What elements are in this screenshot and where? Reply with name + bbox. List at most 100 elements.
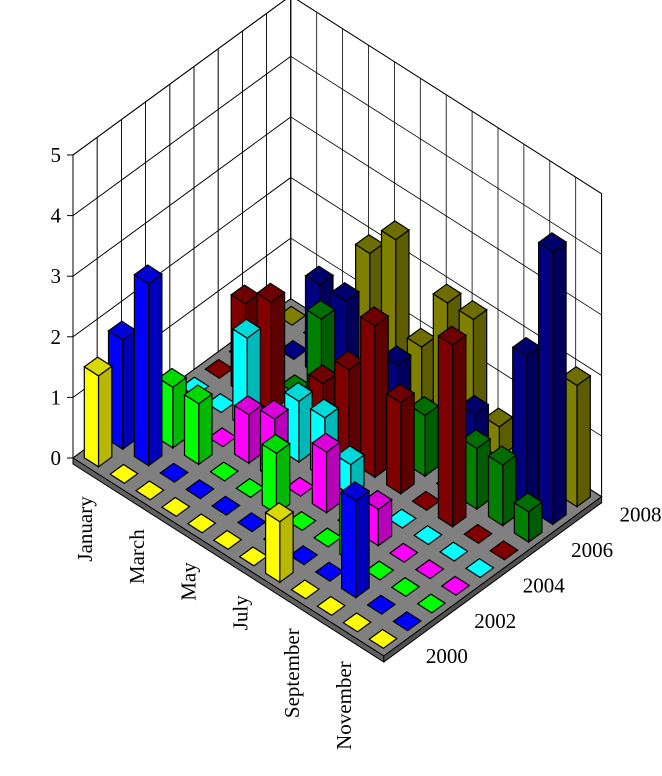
bar-top — [306, 299, 336, 320]
bar-november-2005 — [463, 523, 493, 545]
bar-november-2000 — [342, 612, 372, 633]
bar-tile — [416, 593, 447, 614]
year-tick-label: 2006 — [571, 538, 613, 562]
bar-front — [183, 393, 200, 466]
bar-top — [261, 433, 291, 455]
bar-top — [561, 365, 592, 387]
bar-april-2001 — [185, 479, 215, 500]
grid-line — [296, 0, 602, 195]
bar-october-2004 — [413, 524, 443, 546]
bar-top — [233, 395, 264, 416]
bar-top — [283, 381, 314, 403]
bar-front — [537, 241, 554, 526]
bar-september-2004 — [387, 508, 417, 529]
bar-november-2001 — [366, 594, 397, 615]
bar-top — [359, 306, 390, 327]
month-tick-label: September — [280, 628, 304, 718]
bar-november-2003 — [414, 559, 445, 580]
bar-tile — [290, 579, 321, 600]
bar-october-2006 — [461, 428, 492, 511]
bar-tile — [186, 513, 217, 534]
bar-february-2000 — [109, 463, 139, 485]
bar-june-2000 — [212, 529, 243, 551]
bar-tile — [135, 480, 165, 501]
bar-tile — [368, 628, 398, 650]
bar-march-2000 — [135, 480, 165, 501]
floor-edge — [383, 495, 603, 663]
bar-tile — [392, 611, 422, 632]
bar-october-2005 — [437, 325, 467, 528]
month-tick-label: July — [228, 595, 252, 631]
bar-top — [382, 345, 412, 366]
bar-tile — [388, 542, 419, 563]
z-tick-label: 3 — [51, 264, 62, 288]
bar-april-2003 — [233, 395, 264, 465]
bar-tile — [212, 529, 243, 551]
bar-october-2000 — [316, 595, 346, 617]
bar-front — [437, 334, 454, 528]
bar-top — [432, 283, 462, 304]
bar-june-2002 — [261, 433, 291, 516]
bar-december-2002 — [416, 593, 447, 614]
year-tick-label: 2000 — [426, 644, 468, 668]
bar-december-2000 — [368, 628, 398, 650]
z-tick-label: 5 — [51, 143, 62, 167]
grid-line — [72, 116, 292, 277]
bar-august-2001 — [288, 545, 319, 566]
bar-december-2006 — [513, 492, 543, 544]
bar-side — [325, 441, 341, 514]
bar-front — [386, 392, 402, 495]
bar-june-2008 — [406, 327, 436, 409]
bar-front — [234, 404, 250, 465]
bar-top — [340, 481, 371, 502]
bar-side — [279, 510, 294, 584]
bar-top — [309, 398, 340, 419]
bar-top — [231, 318, 262, 339]
bar-front — [341, 490, 357, 599]
month-tick-label: May — [177, 562, 201, 601]
bar-tile — [414, 559, 445, 580]
bar-tile — [159, 462, 189, 483]
bar-july-2005 — [359, 306, 390, 479]
bar-december-2001 — [392, 611, 422, 632]
bar-october-2001 — [340, 481, 371, 599]
bar-side — [576, 374, 591, 508]
bar-top — [380, 220, 411, 241]
grid-line — [72, 0, 286, 156]
bar-front — [261, 443, 277, 515]
bar-october-2002 — [364, 560, 395, 581]
bar-november-2007 — [511, 336, 542, 510]
bar-tile — [440, 575, 471, 596]
bar-top — [133, 264, 163, 285]
bar-top — [335, 445, 366, 466]
bar-february-2001 — [133, 264, 163, 467]
grid-line — [72, 177, 292, 338]
z-tick-label: 2 — [51, 325, 62, 349]
bar-august-2005 — [385, 383, 416, 495]
bar-top — [513, 492, 543, 513]
bar-december-2005 — [489, 540, 519, 561]
bar-tile — [489, 540, 519, 561]
bar-november-2006 — [487, 445, 518, 527]
bar-tile — [109, 463, 139, 485]
bar-top — [458, 299, 488, 321]
bar-side — [198, 392, 213, 466]
bar-march-2001 — [159, 462, 189, 483]
bar-may-2001 — [211, 495, 241, 516]
bar-tile — [316, 595, 346, 617]
bar-october-2003 — [388, 542, 419, 563]
bar-top — [330, 281, 360, 303]
bar-top — [459, 394, 490, 416]
bar-september-2000 — [290, 579, 321, 600]
bar-august-2006 — [409, 395, 440, 478]
bar-top — [437, 325, 467, 346]
bar-tile — [287, 510, 317, 532]
bar-november-2004 — [439, 541, 469, 562]
month-tick-label: March — [125, 529, 149, 584]
bar-tile — [160, 496, 191, 518]
bar-top — [83, 356, 113, 377]
bar-january-2000 — [83, 356, 113, 468]
bar-december-2008 — [561, 365, 592, 508]
bar-top — [363, 489, 393, 511]
bar-top — [259, 399, 290, 420]
